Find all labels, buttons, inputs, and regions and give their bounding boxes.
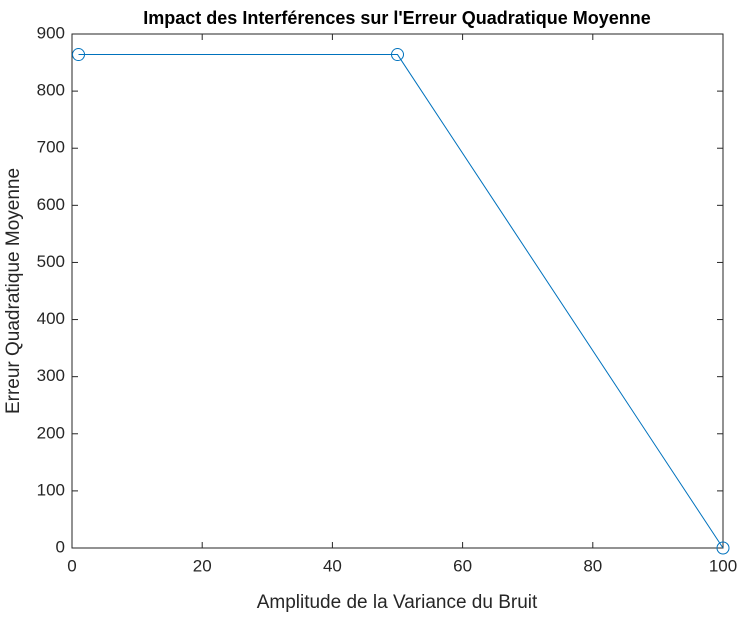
chart-title: Impact des Interférences sur l'Erreur Qu… — [143, 8, 650, 28]
x-tick-label: 20 — [193, 556, 212, 575]
y-axis-label: Erreur Quadratique Moyenne — [3, 168, 24, 414]
x-tick-label: 0 — [67, 556, 76, 575]
y-tick-label: 100 — [37, 480, 65, 499]
data-point — [391, 48, 404, 62]
data-point — [716, 541, 730, 555]
y-tick-label: 400 — [37, 309, 65, 328]
y-tick-label: 900 — [37, 23, 65, 42]
y-tick-label: 700 — [37, 138, 65, 157]
data-point — [72, 48, 86, 62]
y-tick-label: 0 — [56, 537, 65, 556]
x-tick-label: 60 — [453, 556, 472, 575]
y-tick-label: 300 — [37, 366, 65, 385]
x-tick-label: 100 — [709, 556, 737, 575]
y-tick-label: 200 — [37, 423, 65, 442]
data-line — [78, 54, 724, 549]
y-tick-label: 500 — [37, 252, 65, 271]
x-tick-label: 40 — [323, 556, 342, 575]
plot-frame — [71, 33, 724, 549]
x-axis-label: Amplitude de la Variance du Bruit — [257, 592, 538, 613]
y-tick-label: 600 — [37, 195, 65, 214]
x-tick-label: 80 — [583, 556, 602, 575]
y-tick-label: 800 — [37, 81, 65, 100]
